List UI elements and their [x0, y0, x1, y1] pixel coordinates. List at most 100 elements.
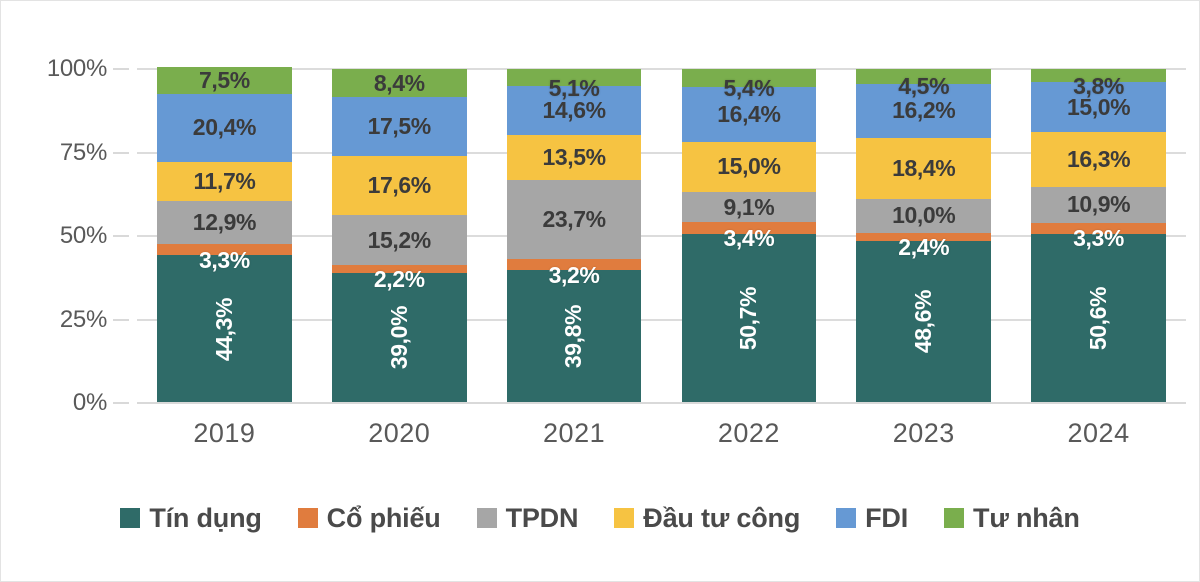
- bar-segment[interactable]: 44,3%: [157, 255, 292, 403]
- bar-segment-value-label: 13,5%: [542, 144, 606, 171]
- legend-item[interactable]: Cổ phiếu: [297, 503, 441, 534]
- x-axis-slot: 2020: [312, 405, 487, 461]
- x-axis-slot: 2021: [487, 405, 662, 461]
- bar-segment-value-label: 2,4%: [898, 233, 950, 260]
- legend-swatch-icon: [120, 508, 141, 528]
- bar-segment-value-label: 23,7%: [542, 206, 606, 233]
- legend-swatch-icon: [297, 508, 318, 528]
- bar-segment-value-label: 8,4%: [373, 69, 425, 96]
- bar-segment[interactable]: 3,3%: [1031, 222, 1166, 251]
- stacked-bar-2021[interactable]: 39,8% 3,2% 23,7% 13,5% 14,6% 5,1%: [506, 69, 642, 403]
- stacked-bar-2019[interactable]: 44,3% 3,3% 12,9% 11,7% 20,4% 7,5%: [157, 66, 292, 403]
- bar-segment[interactable]: 2,2%: [331, 265, 467, 292]
- bar-slot-2021: 39,8% 3,2% 23,7% 13,5% 14,6% 5,1%: [487, 69, 662, 403]
- bar-segment[interactable]: 8,4%: [331, 69, 467, 98]
- y-axis-tick-mark: [113, 68, 129, 70]
- bar-slot-2024: 50,6% 3,3% 10,9% 16,3% 15,0% 3,8%: [1011, 69, 1186, 403]
- bar-segment-value-label: 10,0%: [892, 202, 956, 229]
- bar-segment-value-label: 7,5%: [199, 66, 250, 93]
- stacked-bar-2020[interactable]: 39,0% 2,2% 15,2% 17,6% 17,5% 8,4%: [331, 69, 467, 403]
- y-axis-tick-label: 25%: [59, 305, 107, 333]
- y-axis-tick-mark: [113, 235, 129, 237]
- bar-segment-value-label: 3,2%: [548, 261, 600, 288]
- y-axis-tick-mark: [113, 318, 129, 321]
- bar-segment[interactable]: 15,2%: [331, 214, 467, 266]
- bar-segment-value-label: 3,3%: [1073, 225, 1124, 252]
- bar-segment[interactable]: 4,5%: [856, 68, 992, 99]
- legend-swatch-icon: [836, 508, 857, 528]
- y-axis-tick-label: 50%: [59, 222, 107, 249]
- x-axis: 2019 2020 2021 2022 2023 2024: [137, 405, 1186, 461]
- bar-segment[interactable]: 13,5%: [506, 135, 642, 181]
- bar-segment[interactable]: 11,7%: [157, 161, 292, 201]
- bar-segment[interactable]: 15,0%: [1031, 82, 1166, 133]
- stacked-bar-2023[interactable]: 48,6% 2,4% 10,0% 18,4% 16,2% 4,5%: [856, 68, 992, 403]
- bar-segment[interactable]: 16,2%: [856, 83, 992, 138]
- bar-slot-2022: 50,7% 3,4% 9,1% 15,0% 16,4% 5,4%: [661, 69, 836, 403]
- bar-segment[interactable]: 50,6%: [1031, 234, 1166, 403]
- legend-swatch-icon: [614, 508, 635, 528]
- bar-segment-value-label: 2,2%: [373, 265, 425, 292]
- bar-segment[interactable]: 10,0%: [856, 199, 992, 233]
- y-axis-tick-label: 75%: [59, 138, 107, 166]
- plot-area: 44,3% 3,3% 12,9% 11,7% 20,4% 7,5% 39,0% 2,2% 15,…: [137, 66, 1186, 404]
- legend-item-label: Tư nhân: [973, 502, 1080, 533]
- bar-segment[interactable]: 7,5%: [157, 66, 292, 94]
- stacked-bar-2022[interactable]: 50,7% 3,4% 9,1% 15,0% 16,4% 5,4%: [681, 69, 817, 403]
- bar-segment-value-label: 15,0%: [1066, 93, 1131, 120]
- bar-segment[interactable]: 5,4%: [681, 69, 817, 101]
- legend-swatch-icon: [944, 508, 965, 528]
- bar-segment[interactable]: 9,1%: [681, 191, 817, 223]
- legend-item[interactable]: Tín dụng: [120, 503, 262, 534]
- bar-group: 44,3% 3,3% 12,9% 11,7% 20,4% 7,5% 39,0% 2,2% 15,…: [137, 66, 1186, 403]
- bar-segment[interactable]: 20,4%: [157, 93, 292, 162]
- bar-segment[interactable]: 50,7%: [681, 233, 817, 403]
- bar-segment[interactable]: 48,6%: [856, 240, 992, 403]
- bar-segment[interactable]: 5,1%: [506, 69, 642, 101]
- bar-segment-value-label: 15,0%: [717, 153, 781, 180]
- legend-item[interactable]: Tư nhân: [944, 503, 1080, 534]
- bar-segment[interactable]: 3,2%: [506, 259, 642, 287]
- bar-segment-value-label: 50,6%: [1085, 286, 1112, 351]
- bar-segment-value-label: 5,4%: [723, 74, 775, 101]
- x-axis-slot: 2022: [661, 405, 836, 461]
- bar-segment-value-label: 15,2%: [367, 226, 432, 253]
- bar-segment[interactable]: 18,4%: [856, 137, 992, 200]
- y-axis: 0% 25% 50% 75% 100%: [1, 55, 129, 416]
- bar-segment[interactable]: 10,9%: [1031, 186, 1166, 223]
- bar-segment-value-label: 4,5%: [898, 72, 950, 99]
- bar-segment[interactable]: 16,4%: [681, 87, 817, 142]
- x-axis-slot: 2019: [137, 405, 312, 461]
- bar-segment-value-label: 10,9%: [1066, 191, 1131, 218]
- legend-item[interactable]: Đầu tư công: [614, 503, 800, 534]
- x-axis-tick-label: 2019: [193, 417, 256, 448]
- bar-segment[interactable]: 3,4%: [681, 222, 817, 251]
- bar-segment-value-label: 39,8%: [560, 304, 587, 369]
- bar-segment[interactable]: 17,6%: [331, 155, 467, 215]
- bar-segment[interactable]: 16,3%: [1031, 132, 1166, 187]
- legend-item-label: TPDN: [505, 502, 579, 533]
- bar-segment-value-label: 9,1%: [723, 193, 775, 220]
- bar-segment[interactable]: 2,4%: [856, 232, 992, 259]
- bar-segment[interactable]: 15,0%: [681, 141, 817, 192]
- stacked-bar-2024[interactable]: 50,6% 3,3% 10,9% 16,3% 15,0% 3,8%: [1031, 69, 1166, 403]
- bar-segment-value-label: 48,6%: [910, 290, 937, 354]
- axis-baseline: [137, 402, 1186, 404]
- bar-segment[interactable]: 17,5%: [331, 97, 467, 156]
- bar-segment[interactable]: 3,3%: [157, 244, 292, 272]
- bar-segment[interactable]: 3,8%: [1031, 69, 1166, 98]
- legend-item-label: FDI: [865, 502, 909, 533]
- bar-segment[interactable]: 23,7%: [506, 180, 642, 260]
- x-axis-tick-label: 2020: [368, 417, 431, 448]
- legend-item[interactable]: TPDN: [476, 502, 579, 534]
- legend-item[interactable]: FDI: [836, 503, 908, 534]
- bar-segment-value-label: 11,7%: [193, 167, 256, 194]
- bar-segment-value-label: 14,6%: [542, 97, 606, 124]
- bar-segment[interactable]: 39,0%: [331, 272, 467, 403]
- y-axis-tick-mark: [113, 151, 129, 154]
- bar-segment[interactable]: 14,6%: [506, 86, 642, 136]
- x-axis-slot: 2023: [836, 405, 1011, 461]
- bar-segment[interactable]: 12,9%: [157, 200, 292, 245]
- bar-segment[interactable]: 39,8%: [506, 270, 642, 403]
